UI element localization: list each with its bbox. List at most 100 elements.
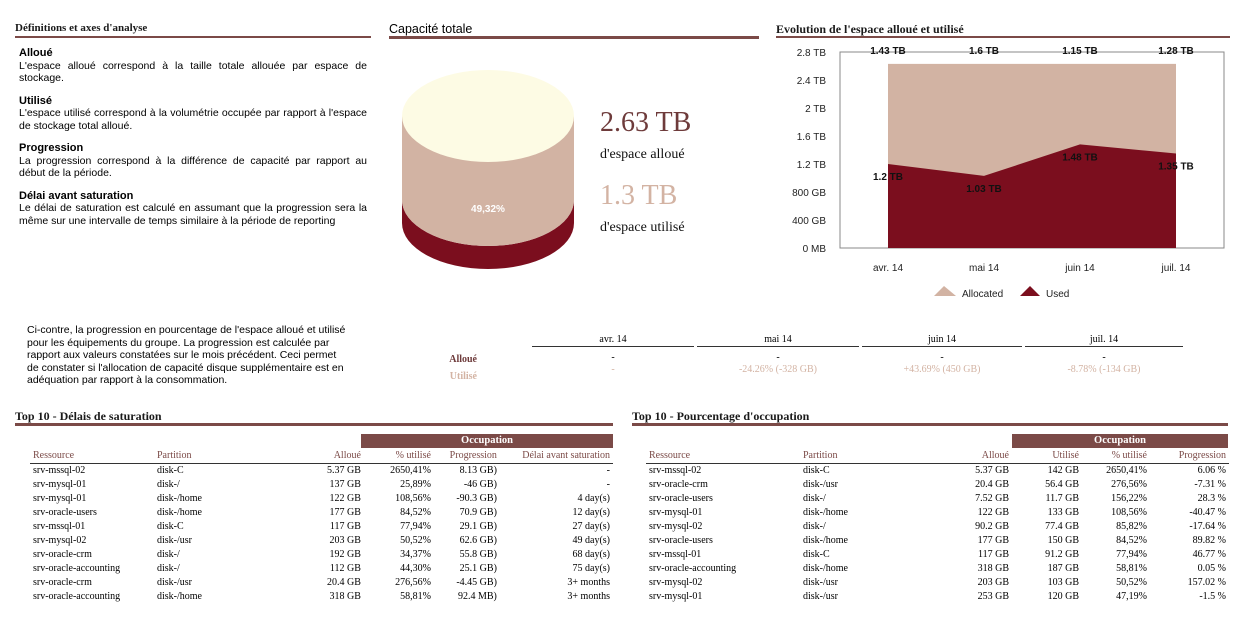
table-cell: srv-mssql-02 xyxy=(649,464,702,476)
occupation-title: Top 10 - Pourcentage d'occupation xyxy=(632,409,810,423)
used-data-label: 1.48 TB xyxy=(1062,152,1098,163)
table-cell: 117 GB xyxy=(977,548,1009,560)
definition-text: L'espace alloué correspond à la taille t… xyxy=(19,59,367,85)
progression-cell: -24.26% (-328 GB) xyxy=(738,364,818,375)
progression-month: juin 14 xyxy=(862,334,1022,347)
used-value: 1.3 TB xyxy=(600,180,678,211)
capacity-percent-label: 49,32% xyxy=(471,204,505,215)
progression-month: mai 14 xyxy=(697,334,859,347)
chart-legend: Allocated Used xyxy=(934,286,1069,300)
column-header: Partition xyxy=(800,449,948,464)
table-cell: -46 GB) xyxy=(463,478,497,490)
table-cell: srv-oracle-crm xyxy=(33,576,92,588)
table-cell: srv-oracle-accounting xyxy=(33,562,121,574)
y-tick-label: 2.4 TB xyxy=(797,76,827,87)
table-cell: 90.2 GB xyxy=(975,520,1009,532)
table-cell: 11.7 GB xyxy=(1045,492,1079,504)
column-header: % utilisé xyxy=(1082,449,1150,464)
table-cell: disk-/home xyxy=(157,492,202,504)
table-cell: 3+ months xyxy=(567,590,610,602)
table-cell: 77,94% xyxy=(1116,548,1147,560)
table-cell: 120 GB xyxy=(1047,590,1079,602)
saturation-occupation-band: Occupation xyxy=(361,434,613,448)
column-header: Ressource xyxy=(30,449,154,464)
column-header: Progression xyxy=(1150,449,1229,464)
table-cell: 0.05 % xyxy=(1197,562,1226,574)
table-cell: srv-mysql-02 xyxy=(649,576,703,588)
table-cell: srv-mysql-01 xyxy=(649,506,703,518)
cylinder-used-band xyxy=(402,200,574,269)
table-header-row: Ressource Partition Alloué Utilisé % uti… xyxy=(646,449,1229,464)
definition-term: Progression xyxy=(19,142,84,154)
table-cell: 117 GB xyxy=(329,520,361,532)
table-cell: 20.4 GB xyxy=(327,576,361,588)
table-cell: disk-C xyxy=(803,464,830,476)
progression-cell: - xyxy=(776,352,780,363)
evolution-chart: 0 MB 400 GB 800 GB 1.2 TB 1.6 TB 2 TB 2.4 TB 2.… xyxy=(792,46,1225,300)
y-tick-label: 1.6 TB xyxy=(797,132,827,143)
table-cell: 137 GB xyxy=(329,478,361,490)
allocated-value: 2.63 TB xyxy=(600,107,692,138)
table-cell: 5.37 GB xyxy=(975,464,1009,476)
table-cell: disk-/home xyxy=(157,590,202,602)
definition-item: Progression La progression correspond à … xyxy=(19,142,367,180)
table-cell: disk-/usr xyxy=(157,576,192,588)
table-cell: srv-mysql-02 xyxy=(33,534,87,546)
table-cell: -90.3 GB) xyxy=(456,492,497,504)
table-cell: 108,56% xyxy=(395,492,431,504)
column-header: Partition xyxy=(154,449,324,464)
table-row: srv-oracle-users disk-/ 7.52 GB 11.7 GB 156,… xyxy=(646,491,1229,505)
definition-item: Délai avant saturation Le délai de satur… xyxy=(19,190,367,228)
definitions-rule xyxy=(15,36,371,38)
capacity-cylinder: 49,32% xyxy=(402,70,574,269)
table-header-row: Ressource Partition Alloué % utilisé Pro… xyxy=(30,449,613,464)
table-cell: 5.37 GB xyxy=(327,464,361,476)
table-cell: 75 day(s) xyxy=(572,562,611,574)
used-data-label: 1.35 TB xyxy=(1158,162,1194,173)
x-tick-label: juil. 14 xyxy=(1161,263,1191,274)
table-cell: 133 GB xyxy=(1047,506,1079,518)
table-cell: -40.47 % xyxy=(1189,506,1226,518)
y-tick-label: 800 GB xyxy=(792,188,826,199)
progression-month: juil. 14 xyxy=(1025,334,1183,347)
table-cell: 2650,41% xyxy=(390,464,431,476)
definition-text: L'espace utilisé correspond à la volumét… xyxy=(19,107,367,132)
table-cell: 108,56% xyxy=(1111,506,1147,518)
table-cell: srv-oracle-users xyxy=(649,492,713,504)
table-cell: 44,30% xyxy=(400,562,431,574)
table-cell: 85,82% xyxy=(1116,520,1147,532)
table-cell: 253 GB xyxy=(977,590,1009,602)
table-cell: 70.9 GB) xyxy=(459,506,497,518)
table-cell: srv-mysql-01 xyxy=(33,478,87,490)
table-cell: 318 GB xyxy=(977,562,1009,574)
table-cell: 20.4 GB xyxy=(975,478,1009,490)
saturation-table: Ressource Partition Alloué % utilisé Pro… xyxy=(30,449,613,603)
x-tick-label: mai 14 xyxy=(969,263,999,274)
table-cell: 150 GB xyxy=(1047,534,1079,546)
table-cell: 92.4 MB) xyxy=(458,590,497,602)
table-cell: 47,19% xyxy=(1116,590,1147,602)
used-data-label: 1.2 TB xyxy=(873,172,903,183)
table-cell: 58,81% xyxy=(1116,562,1147,574)
definition-term: Utilisé xyxy=(19,94,53,107)
progression-row-label: Utilisé xyxy=(449,371,477,382)
table-cell: srv-oracle-crm xyxy=(649,478,708,490)
table-cell: 25.1 GB) xyxy=(459,562,497,574)
table-cell: 84,52% xyxy=(1116,534,1147,546)
y-tick-label: 2 TB xyxy=(805,104,826,115)
table-cell: - xyxy=(606,464,610,476)
capacity-title: Capacité totale xyxy=(389,22,473,36)
table-cell: 203 GB xyxy=(329,534,361,546)
table-cell: 28.3 % xyxy=(1197,492,1226,504)
table-cell: 50,52% xyxy=(1116,576,1147,588)
table-cell: srv-oracle-users xyxy=(33,506,97,518)
table-row: srv-mysql-02 disk-/usr 203 GB 103 GB 50,52% 1… xyxy=(646,575,1229,589)
table-cell: disk-/ xyxy=(157,562,180,574)
allocated-label: d'espace alloué xyxy=(600,147,685,162)
occupation-occupation-band: Occupation xyxy=(1012,434,1228,448)
saturation-rule xyxy=(15,423,613,426)
table-row: srv-mssql-01 disk-C 117 GB 91.2 GB 77,94% 46.… xyxy=(646,547,1229,561)
evolution-title: Evolution de l'espace alloué et utilisé xyxy=(776,22,964,36)
y-tick-label: 1.2 TB xyxy=(797,160,827,171)
table-cell: 12 day(s) xyxy=(572,506,611,518)
